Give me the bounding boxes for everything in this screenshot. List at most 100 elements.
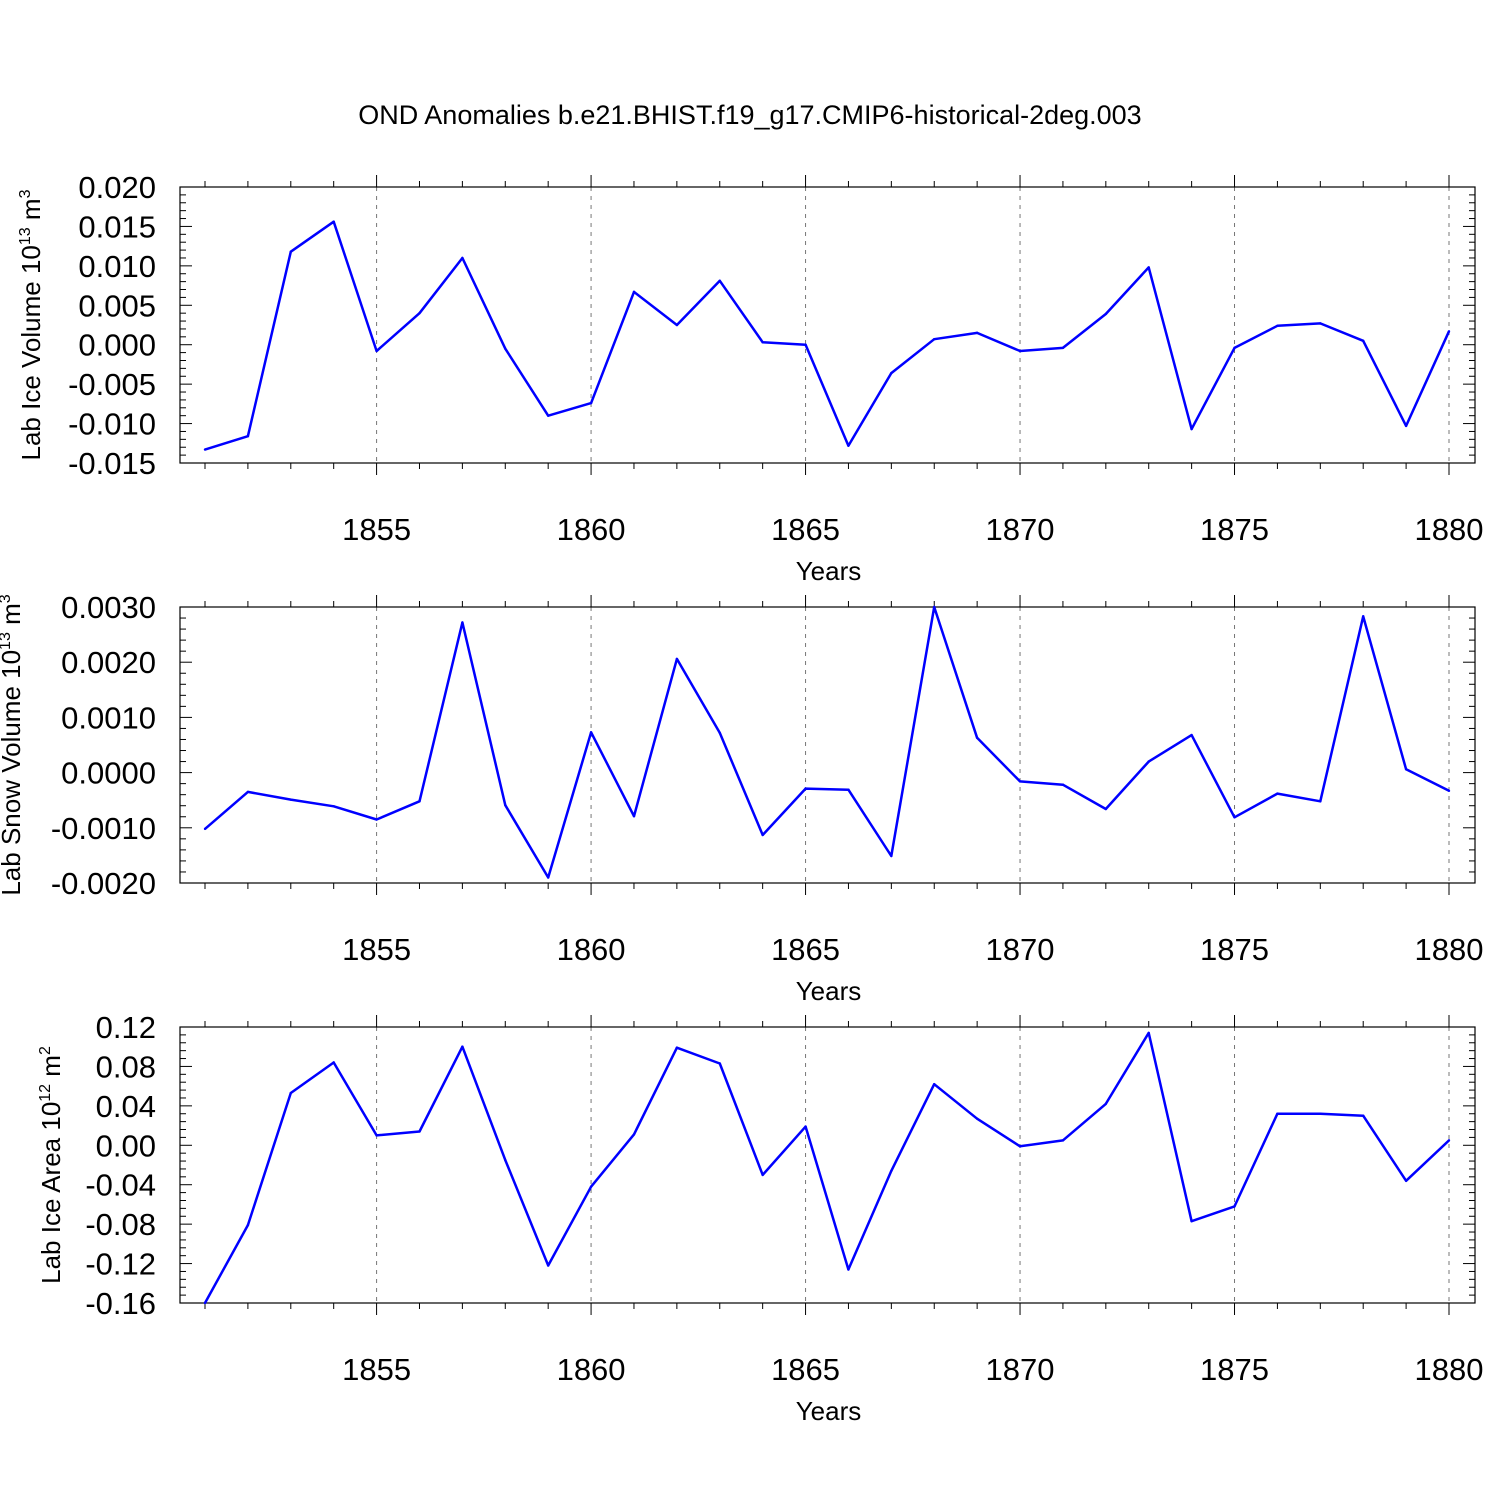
data-point	[1233, 346, 1236, 350]
y-tick-label: 0.00	[96, 1128, 156, 1163]
x-tick-label: 1860	[557, 1352, 626, 1387]
x-tick-label: 1870	[986, 512, 1055, 547]
data-point	[1061, 783, 1065, 786]
y-tick-label: -0.0010	[51, 811, 156, 846]
data-point	[1018, 349, 1022, 353]
x-tick-label: 1855	[342, 1352, 411, 1387]
y-axis-label: Lab Ice Area 1012 m2	[36, 1046, 66, 1284]
y-axis-label: Lab Ice Volume 1013 m3	[16, 189, 46, 460]
chart-panels: 1855 1860 1865 1870 1875 1880 -0.015 -0.010 -0.0…	[0, 170, 1483, 1426]
plot-frame	[179, 606, 1476, 884]
y-tick-label: 0.005	[78, 288, 156, 323]
data-point	[1447, 330, 1451, 333]
data-point	[1404, 768, 1408, 771]
y-tick-label: 0.0000	[61, 756, 156, 791]
x-tick-label: 1875	[1200, 512, 1269, 547]
data-point	[203, 448, 207, 451]
data-point	[1018, 780, 1022, 783]
x-tick-label: 1880	[1415, 932, 1484, 967]
data-point	[589, 731, 593, 734]
x-tick-label: 1865	[771, 932, 840, 967]
data-point	[933, 337, 936, 341]
y-tick-label: -0.015	[68, 446, 156, 481]
chart-panel-3: 1855 1860 1865 1870 1875 1880 -0.16 -0.12 -0.08 -…	[36, 1010, 1483, 1426]
data-point	[1104, 312, 1108, 316]
data-point	[1362, 615, 1365, 618]
data-point	[418, 800, 421, 803]
y-tick-label: 0.12	[96, 1010, 156, 1045]
y-tick-label: 0.08	[96, 1049, 156, 1084]
data-point	[246, 790, 250, 794]
data-point	[890, 1169, 893, 1173]
data-point	[1447, 789, 1451, 793]
data-point	[589, 1185, 593, 1188]
y-tick-label: 0.020	[78, 170, 156, 205]
data-point	[933, 605, 936, 609]
data-point	[203, 1301, 207, 1305]
plot-frame	[179, 1026, 1476, 1304]
y-tick-label: -0.0020	[51, 866, 156, 901]
data-point	[461, 621, 464, 624]
x-tick-label: 1860	[557, 512, 626, 547]
y-tick-label: 0.04	[96, 1089, 156, 1124]
data-point	[1147, 1031, 1150, 1035]
data-point	[804, 343, 807, 346]
data-point	[246, 434, 250, 438]
plot-frame	[179, 186, 1476, 464]
data-point	[890, 854, 893, 858]
chart-panel-2: 1855 1860 1865 1870 1875 1880 -0.0020 -0.0010 0.…	[0, 590, 1483, 1006]
x-axis-label: Years	[796, 976, 862, 1006]
data-point	[246, 1223, 250, 1227]
data-point	[289, 798, 292, 801]
data-point	[632, 815, 636, 818]
data-point	[1104, 807, 1108, 811]
data-point	[504, 1158, 507, 1162]
data-point	[1190, 427, 1193, 431]
y-tick-label: 0.000	[78, 328, 156, 363]
y-tick-label: 0.010	[78, 249, 156, 284]
data-point	[1362, 1114, 1365, 1117]
data-point	[1061, 346, 1065, 350]
data-point	[504, 347, 507, 350]
data-point	[675, 323, 679, 327]
data-point	[1362, 339, 1365, 342]
data-point	[1447, 1139, 1451, 1142]
data-point	[804, 1125, 807, 1128]
data-point	[332, 220, 335, 223]
data-point	[418, 311, 421, 315]
x-axis-label: Years	[796, 556, 862, 586]
data-point	[546, 876, 550, 879]
data-point	[418, 1130, 421, 1133]
y-tick-label: -0.08	[85, 1207, 156, 1242]
data-point	[847, 444, 850, 447]
data-point	[1276, 1112, 1279, 1115]
data-point	[589, 401, 593, 405]
series-line	[203, 1031, 1450, 1304]
data-point	[375, 818, 378, 821]
data-point	[804, 787, 807, 790]
data-point	[847, 788, 850, 791]
data-point	[675, 657, 679, 661]
series-line	[204, 605, 1450, 879]
y-axis-label: Lab Snow Volume 1013 m3	[0, 594, 26, 895]
x-tick-label: 1870	[986, 932, 1055, 967]
data-point	[1276, 324, 1279, 327]
chart-panel-1: 1855 1860 1865 1870 1875 1880 -0.015 -0.010 -0.0…	[16, 170, 1483, 586]
data-point	[1018, 1145, 1022, 1148]
data-point	[761, 833, 764, 837]
data-point	[1319, 1112, 1322, 1115]
data-point	[546, 414, 550, 417]
data-point	[1233, 1205, 1236, 1208]
y-tick-label: 0.015	[78, 209, 156, 244]
data-point	[632, 1133, 636, 1136]
data-point	[975, 736, 979, 740]
data-point	[332, 1061, 335, 1064]
data-point	[375, 1134, 378, 1137]
y-tick-label: 0.0010	[61, 700, 156, 735]
data-point	[718, 1062, 721, 1065]
data-point	[1061, 1139, 1065, 1142]
data-point	[933, 1082, 936, 1086]
data-point	[1190, 733, 1193, 737]
data-point	[1404, 1179, 1408, 1182]
x-tick-label: 1855	[342, 932, 411, 967]
